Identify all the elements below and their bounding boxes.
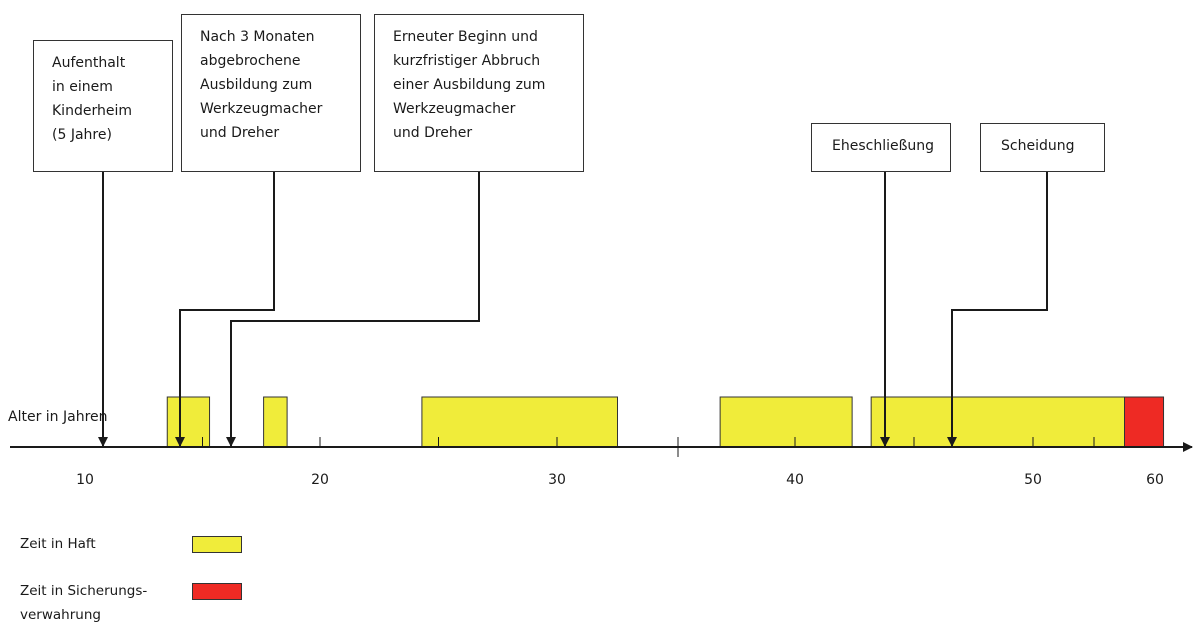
event-box-ausbildung-1: Nach 3 Monaten abgebrochene Ausbildung z… (181, 14, 361, 172)
event-box-ausbildung-2: Erneuter Beginn und kurzfristiger Abbruc… (374, 14, 584, 172)
axis-label: Alter in Jahren (8, 409, 108, 425)
legend-label-sicherung: Zeit in Sicherungs- verwahrung (20, 583, 148, 623)
period-bar-4 (719, 396, 853, 448)
legend-swatch-sicherung (192, 583, 242, 600)
axis-tick-label-50: 50 (1024, 472, 1042, 488)
event-arrow-ausbildung-2 (226, 172, 480, 447)
period-bar-1 (166, 396, 211, 448)
event-box-scheidung: Scheidung (980, 123, 1105, 172)
period-bar-6 (1124, 396, 1165, 448)
period-bar-2 (263, 396, 288, 448)
legend-label-haft: Zeit in Haft (20, 536, 96, 552)
event-arrow-scheidung (947, 172, 1048, 447)
event-box-kinderheim: Aufenthalt in einem Kinderheim (5 Jahre) (33, 40, 173, 172)
axis-tick-label-40: 40 (786, 472, 804, 488)
legend-swatch-haft (192, 536, 242, 553)
event-arrow-ausbildung-1 (175, 172, 275, 447)
period-bar-5 (870, 396, 1125, 448)
event-box-eheschliessung: Eheschließung (811, 123, 951, 172)
axis-tick-label-10: 10 (76, 472, 94, 488)
period-bar-3 (421, 396, 618, 448)
axis-tick-label-20: 20 (311, 472, 329, 488)
axis-tick-label-30: 30 (548, 472, 566, 488)
axis-tick-label-60: 60 (1146, 472, 1164, 488)
